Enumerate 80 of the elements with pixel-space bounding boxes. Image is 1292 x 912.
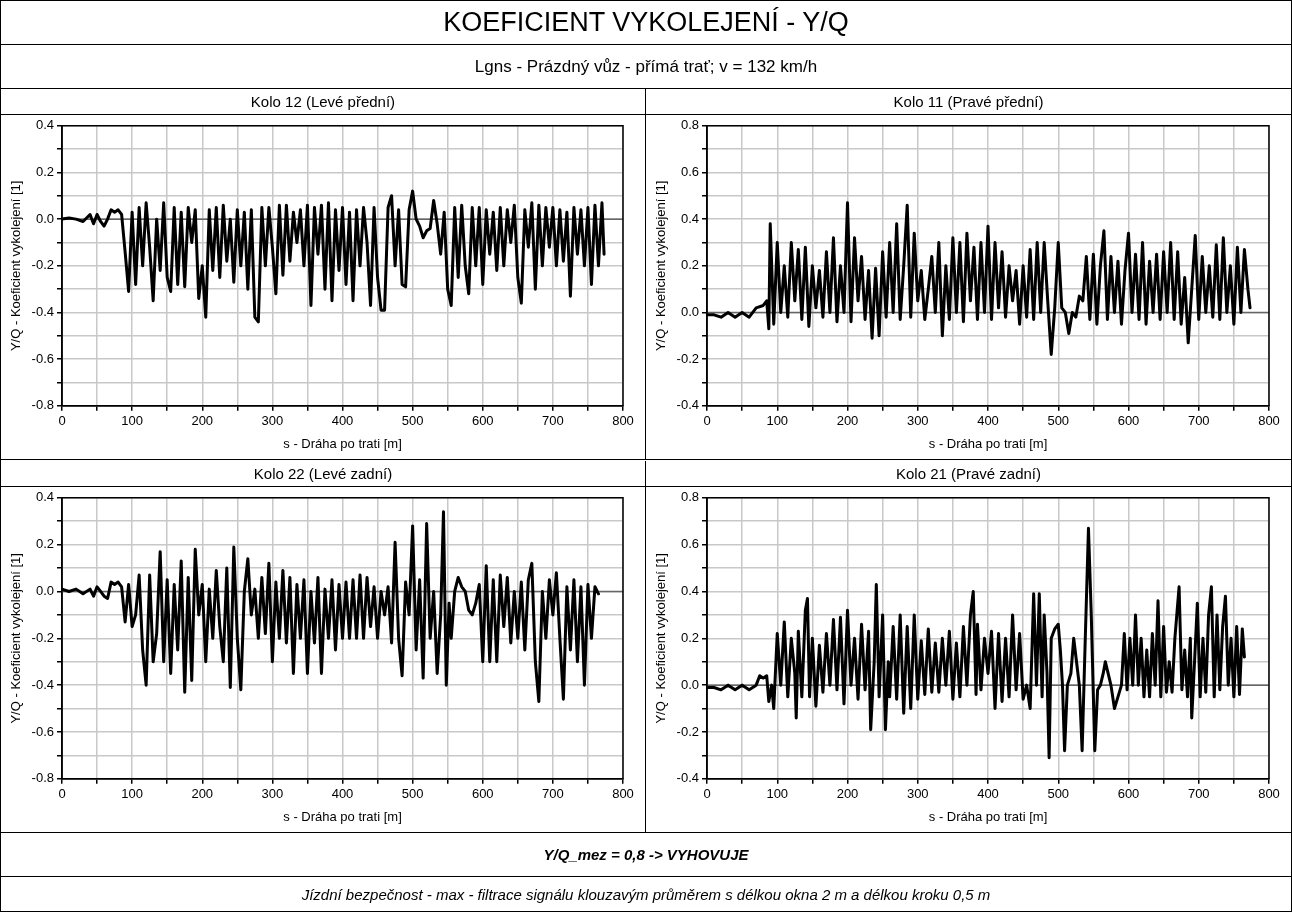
y-tick-label: -0.8 xyxy=(31,769,54,785)
x-tick-label: 700 xyxy=(542,413,564,429)
x-tick-label: 200 xyxy=(836,785,859,801)
y-tick-label: 0.2 xyxy=(680,629,699,645)
y-tick-label: 0.0 xyxy=(680,676,699,692)
y-tick-label: -0.2 xyxy=(676,723,699,739)
y-tick-label: 0.2 xyxy=(35,164,54,180)
x-tick-label: 500 xyxy=(1047,413,1070,429)
x-tick-label: 400 xyxy=(977,413,999,429)
y-axis-title: Y/Q - Koeficient vykolejení [1] xyxy=(653,552,669,724)
x-tick-label: 800 xyxy=(1258,785,1280,801)
y-tick-label: 0.8 xyxy=(680,488,699,504)
y-tick-label: -0.2 xyxy=(31,257,54,273)
x-tick-label: 500 xyxy=(401,413,424,429)
x-tick-label: 0 xyxy=(58,413,66,429)
x-axis-title: s - Dráha po trati [m] xyxy=(928,435,1048,451)
x-axis-title: s - Dráha po trati [m] xyxy=(928,808,1048,824)
x-tick-label: 200 xyxy=(191,413,214,429)
y-tick-label: 0.4 xyxy=(35,117,54,133)
y-tick-label: -0.6 xyxy=(31,350,54,366)
text: Jízdní bezpečnost - max - filtrace signálu klouzavým průměrem s délkou okna 2 m a délkou kroku 0,5 m xyxy=(300,884,992,905)
x-tick-label: 600 xyxy=(1117,785,1140,801)
x-tick-label: 0 xyxy=(58,785,66,801)
y-axis-title: Y/Q - Koeficient vykolejení [1] xyxy=(653,180,669,352)
x-tick-label: 400 xyxy=(331,413,354,429)
y-axis-title: Y/Q - Koeficient vykolejení [1] xyxy=(8,552,24,724)
y-tick-label: 0.0 xyxy=(35,210,54,226)
x-axis-title: s - Dráha po trati [m] xyxy=(283,435,402,451)
chart-title: Kolo 12 (Levé přední) xyxy=(1,89,645,115)
y-tick-label: 0.6 xyxy=(680,164,699,180)
y-tick-label: -0.4 xyxy=(31,676,54,692)
x-tick-label: 700 xyxy=(542,785,564,801)
x-tick-label: 600 xyxy=(471,413,494,429)
y-tick-label: 0.0 xyxy=(680,304,699,320)
x-tick-label: 700 xyxy=(1187,413,1210,429)
y-tick-label: -0.8 xyxy=(31,397,54,413)
text: Lgns - Prázdný vůz - přímá trať; v = 132 km/h xyxy=(1,45,1291,89)
y-tick-label: 0.6 xyxy=(680,535,699,551)
x-tick-label: 600 xyxy=(1117,413,1140,429)
y-tick-label: 0.4 xyxy=(680,582,699,598)
x-tick-label: 300 xyxy=(906,785,929,801)
y-tick-label: 0.4 xyxy=(35,488,54,504)
x-tick-label: 100 xyxy=(121,785,143,801)
x-tick-label: 800 xyxy=(1258,413,1280,429)
x-tick-label: 200 xyxy=(836,413,859,429)
x-tick-label: 100 xyxy=(766,785,789,801)
y-tick-label: -0.4 xyxy=(31,304,54,320)
x-tick-label: 0 xyxy=(703,413,711,429)
x-tick-label: 100 xyxy=(121,413,143,429)
chart-title: Kolo 11 (Pravé přední) xyxy=(646,89,1291,115)
x-tick-label: 300 xyxy=(906,413,929,429)
y-tick-label: -0.4 xyxy=(676,769,699,785)
x-tick-label: 600 xyxy=(471,785,494,801)
x-axis-title: s - Dráha po trati [m] xyxy=(283,808,402,824)
y-axis-title: Y/Q - Koeficient vykolejení [1] xyxy=(8,180,24,352)
y-tick-label: 0.8 xyxy=(680,117,699,133)
x-tick-label: 700 xyxy=(1187,785,1210,801)
x-tick-label: 800 xyxy=(612,785,634,801)
x-tick-label: 0 xyxy=(703,785,711,801)
x-tick-label: 400 xyxy=(331,785,354,801)
y-tick-label: 0.2 xyxy=(680,257,699,273)
x-tick-label: 400 xyxy=(977,785,999,801)
y-tick-label: -0.2 xyxy=(31,629,54,645)
text: KOEFICIENT VYKOLEJENÍ - Y/Q xyxy=(1,1,1291,45)
x-tick-label: 500 xyxy=(401,785,424,801)
chart-title: Kolo 21 (Pravé zadní) xyxy=(646,460,1291,487)
y-tick-label: -0.2 xyxy=(676,350,699,366)
x-tick-label: 100 xyxy=(766,413,789,429)
x-tick-label: 800 xyxy=(612,413,634,429)
x-tick-label: 200 xyxy=(191,785,214,801)
y-tick-label: 0.2 xyxy=(35,535,54,551)
y-tick-label: 0.4 xyxy=(680,210,699,226)
y-tick-label: -0.4 xyxy=(676,397,699,413)
x-tick-label: 500 xyxy=(1047,785,1070,801)
text: Y/Q_mez = 0,8 -> VYHOVUJE xyxy=(1,833,1291,877)
y-tick-label: -0.6 xyxy=(31,723,54,739)
x-tick-label: 300 xyxy=(261,413,284,429)
y-tick-label: 0.0 xyxy=(35,582,54,598)
x-tick-label: 300 xyxy=(261,785,284,801)
chart-title: Kolo 22 (Levé zadní) xyxy=(1,460,645,487)
